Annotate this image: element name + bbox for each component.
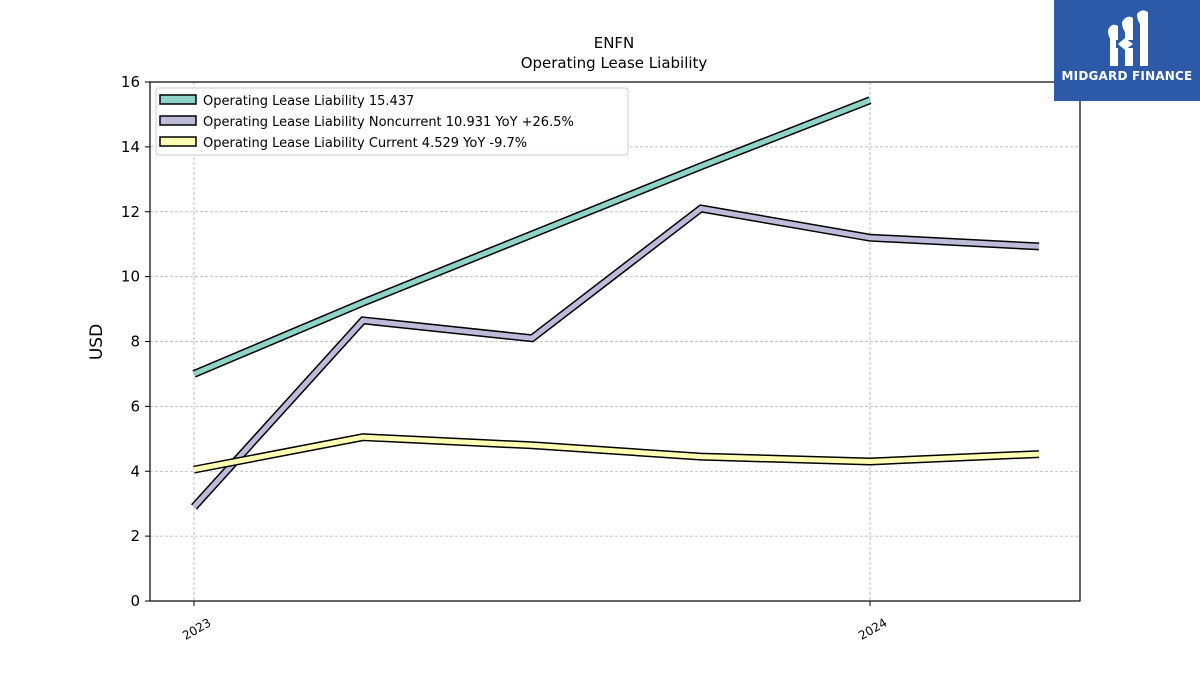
midgard-finance-logo-icon <box>1108 10 1148 67</box>
y-tick-label: 6 <box>130 397 140 415</box>
y-axis-label: USD <box>87 324 107 360</box>
midgard-finance-logo: MIDGARD FINANCE <box>1054 0 1200 101</box>
legend-entry-label: Operating Lease Liability Current 4.529 … <box>203 136 527 151</box>
legend-entry-label: Operating Lease Liability Noncurrent 10.… <box>203 115 574 130</box>
x-tick-label: 2024 <box>856 615 889 642</box>
y-tick-label: 0 <box>130 592 140 610</box>
chart-subtitle: Operating Lease Liability <box>521 54 708 72</box>
y-tick-label: 14 <box>121 138 140 156</box>
x-tick-label: 2023 <box>180 615 213 642</box>
series-line <box>193 97 871 377</box>
series-lines <box>191 96 1040 510</box>
logo-wordmark: MIDGARD FINANCE <box>1061 69 1193 83</box>
legend-swatch <box>159 94 197 105</box>
y-tick-label: 16 <box>121 73 140 91</box>
y-tick-label: 12 <box>121 203 140 221</box>
series-line <box>193 434 1040 473</box>
y-tick-label: 8 <box>130 333 140 351</box>
y-tick-label: 4 <box>130 462 140 480</box>
series-line <box>192 205 1040 509</box>
grid <box>150 81 1080 602</box>
y-tick-label: 10 <box>121 268 140 286</box>
legend-swatch <box>159 115 197 126</box>
legend: Operating Lease Liability 15.437 Operatin… <box>155 87 629 156</box>
legend-box <box>155 87 629 156</box>
y-tick-label: 2 <box>130 527 140 545</box>
legend-swatch <box>159 136 197 147</box>
legend-entry-label: Operating Lease Liability 15.437 <box>203 94 414 109</box>
chart-title: ENFN <box>594 34 635 52</box>
